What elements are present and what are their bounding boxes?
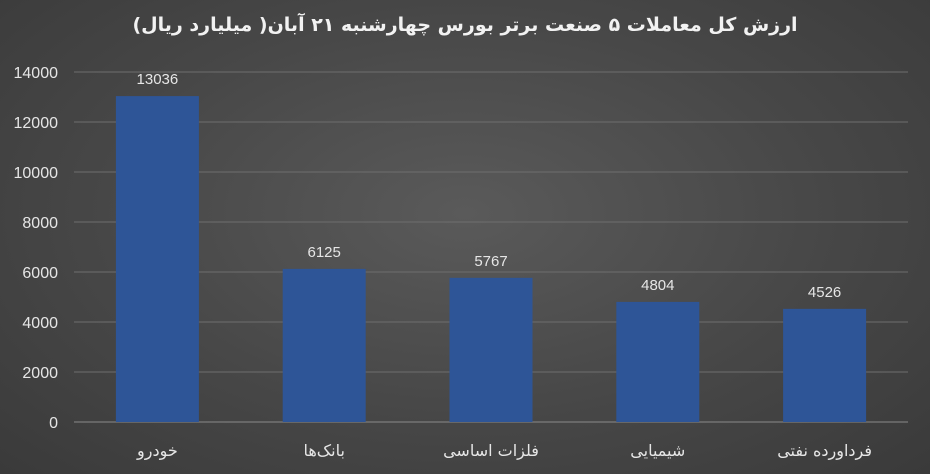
- category-label: فرداورده نفتی: [777, 441, 872, 461]
- y-tick-label: 12000: [14, 115, 59, 132]
- y-tick-label: 0: [49, 415, 58, 432]
- y-tick-label: 4000: [22, 315, 58, 332]
- y-tick-label: 6000: [22, 265, 58, 282]
- y-tick-label: 14000: [14, 65, 59, 82]
- bar: [282, 268, 366, 422]
- chart-title: ارزش کل معاملات ۵ صنعت برتر بورس چهارشنب…: [132, 14, 798, 36]
- y-tick-label: 2000: [22, 365, 58, 382]
- bar: [783, 308, 867, 422]
- data-label: 4804: [641, 277, 674, 294]
- y-tick-label: 10000: [14, 165, 59, 182]
- category-label: بانک‌ها: [303, 441, 344, 460]
- category-label: خودرو: [136, 441, 178, 461]
- y-tick-label: 8000: [22, 215, 58, 232]
- category-label: شیمیایی: [630, 441, 685, 460]
- bar: [616, 301, 700, 422]
- category-label: فلزات اساسی: [443, 441, 539, 461]
- bar: [115, 96, 199, 422]
- data-label: 13036: [137, 71, 179, 88]
- bar: [449, 277, 533, 422]
- data-label: 4526: [808, 284, 841, 301]
- data-label: 5767: [474, 253, 507, 270]
- data-label: 6125: [308, 244, 341, 261]
